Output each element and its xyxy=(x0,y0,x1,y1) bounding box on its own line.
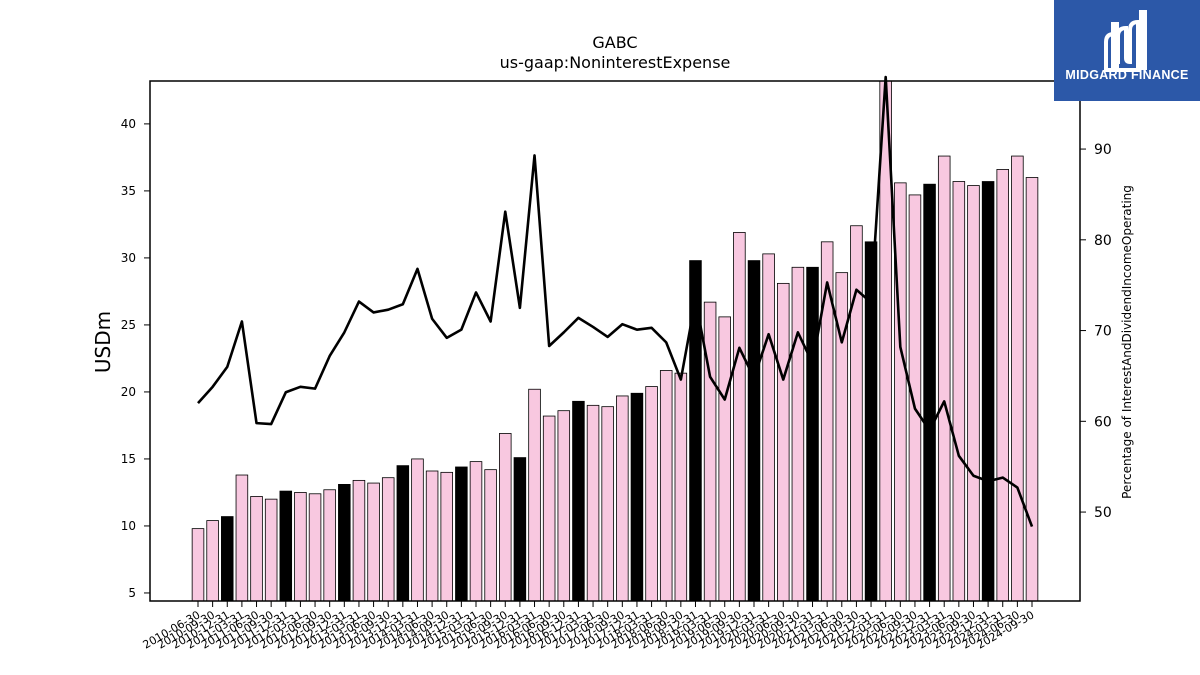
bar-2017-09-30 xyxy=(616,395,629,602)
y-tick-label: 35 xyxy=(121,184,136,198)
bar-2023-06-30 xyxy=(952,181,966,602)
bar-2011-12-31 xyxy=(279,490,293,602)
bar-2011-06-30 xyxy=(250,496,263,602)
bar-2018-12-31 xyxy=(689,260,702,602)
bar-2022-09-30 xyxy=(908,194,922,602)
y2-tick-label: 60 xyxy=(1094,414,1112,430)
bar-series xyxy=(191,80,1039,602)
bar-2016-03-31 xyxy=(528,388,541,602)
bar-2022-06-30 xyxy=(894,182,907,602)
y2-tick-label: 80 xyxy=(1094,233,1112,249)
bar-2010-09-30 xyxy=(206,520,219,602)
bar-2020-12-31 xyxy=(806,266,819,602)
plot-frame xyxy=(149,80,1081,602)
logo-mark-icon xyxy=(1104,10,1147,72)
bar-2020-06-30 xyxy=(777,282,790,602)
bar-2024-09-30 xyxy=(1025,177,1039,602)
bar-2014-03-31 xyxy=(411,458,424,602)
bar-2011-09-30 xyxy=(264,498,278,602)
bar-2012-06-30 xyxy=(308,493,322,602)
bar-2013-12-31 xyxy=(396,465,410,602)
bar-2017-12-31 xyxy=(630,392,644,602)
y2-axis-ticks: 50 60 70 80 90 xyxy=(1080,142,1112,521)
y2-axis-label: Percentage of InterestAndDividendIncomeO… xyxy=(1120,185,1134,499)
bar-2014-06-30 xyxy=(425,470,439,602)
y-tick-label: 15 xyxy=(121,452,136,466)
bar-2018-03-31 xyxy=(645,386,658,602)
bar-2012-03-31 xyxy=(294,492,307,602)
y2-tick-label: 70 xyxy=(1094,324,1112,340)
bar-2015-06-30 xyxy=(484,469,497,602)
chart-title: GABC xyxy=(592,33,637,52)
bar-2016-09-30 xyxy=(557,410,571,602)
x-axis-ticks: 2010-06-302010-09-302010-12-312011-03-31… xyxy=(141,601,1037,652)
bar-2019-03-31 xyxy=(703,301,717,602)
brand-logo: MIDGARD FINANCE xyxy=(1054,0,1200,101)
y-axis-ticks: 5 10 15 20 25 30 35 40 xyxy=(121,117,150,600)
bar-2020-03-31 xyxy=(762,253,775,602)
logo-text: MIDGARD FINANCE xyxy=(1065,68,1189,82)
chart-subtitle: us-gaap:NoninterestExpense xyxy=(500,53,731,72)
bar-2018-09-30 xyxy=(674,372,688,602)
bar-2014-09-30 xyxy=(440,471,453,602)
bar-2011-03-31 xyxy=(235,474,249,602)
bar-2020-09-30 xyxy=(791,266,805,602)
bar-2015-09-30 xyxy=(499,433,512,602)
y-tick-label: 30 xyxy=(121,251,136,265)
bar-2015-12-31 xyxy=(513,457,527,602)
bar-2024-03-31 xyxy=(996,169,1009,602)
bar-2015-03-31 xyxy=(469,461,483,602)
bar-2013-09-30 xyxy=(381,477,395,602)
y-axis-label: USDm xyxy=(91,311,115,373)
y-tick-label: 25 xyxy=(121,318,136,332)
bar-2019-09-30 xyxy=(733,232,746,602)
bar-2016-12-31 xyxy=(572,400,585,602)
ratio-line xyxy=(197,75,1034,528)
bar-2013-06-30 xyxy=(367,482,380,602)
y-tick-label: 5 xyxy=(128,586,136,600)
bar-2010-06-30 xyxy=(191,528,205,602)
bar-2012-09-30 xyxy=(323,489,336,602)
bar-2024-06-30 xyxy=(1011,155,1024,602)
bar-2012-12-31 xyxy=(338,484,351,602)
bar-2017-06-30 xyxy=(601,406,614,602)
bar-2022-12-31 xyxy=(923,183,936,602)
bar-2016-06-30 xyxy=(542,415,556,602)
bar-2014-12-31 xyxy=(455,466,468,602)
bar-2023-12-31 xyxy=(981,181,995,602)
y2-tick-label: 50 xyxy=(1094,505,1112,521)
y-tick-label: 40 xyxy=(121,117,136,131)
bar-2010-12-31 xyxy=(221,516,234,602)
bar-2023-03-31 xyxy=(937,155,951,602)
bar-2013-03-31 xyxy=(352,479,366,602)
y-tick-label: 10 xyxy=(121,519,136,533)
bar-2021-09-30 xyxy=(850,225,863,602)
bar-2018-06-30 xyxy=(659,370,673,602)
y2-tick-label: 90 xyxy=(1094,142,1112,158)
bar-2019-06-30 xyxy=(718,316,731,602)
bar-2019-12-31 xyxy=(747,260,761,602)
y-tick-label: 20 xyxy=(121,385,136,399)
bar-2023-09-30 xyxy=(967,185,980,602)
bar-2017-03-31 xyxy=(586,404,600,602)
